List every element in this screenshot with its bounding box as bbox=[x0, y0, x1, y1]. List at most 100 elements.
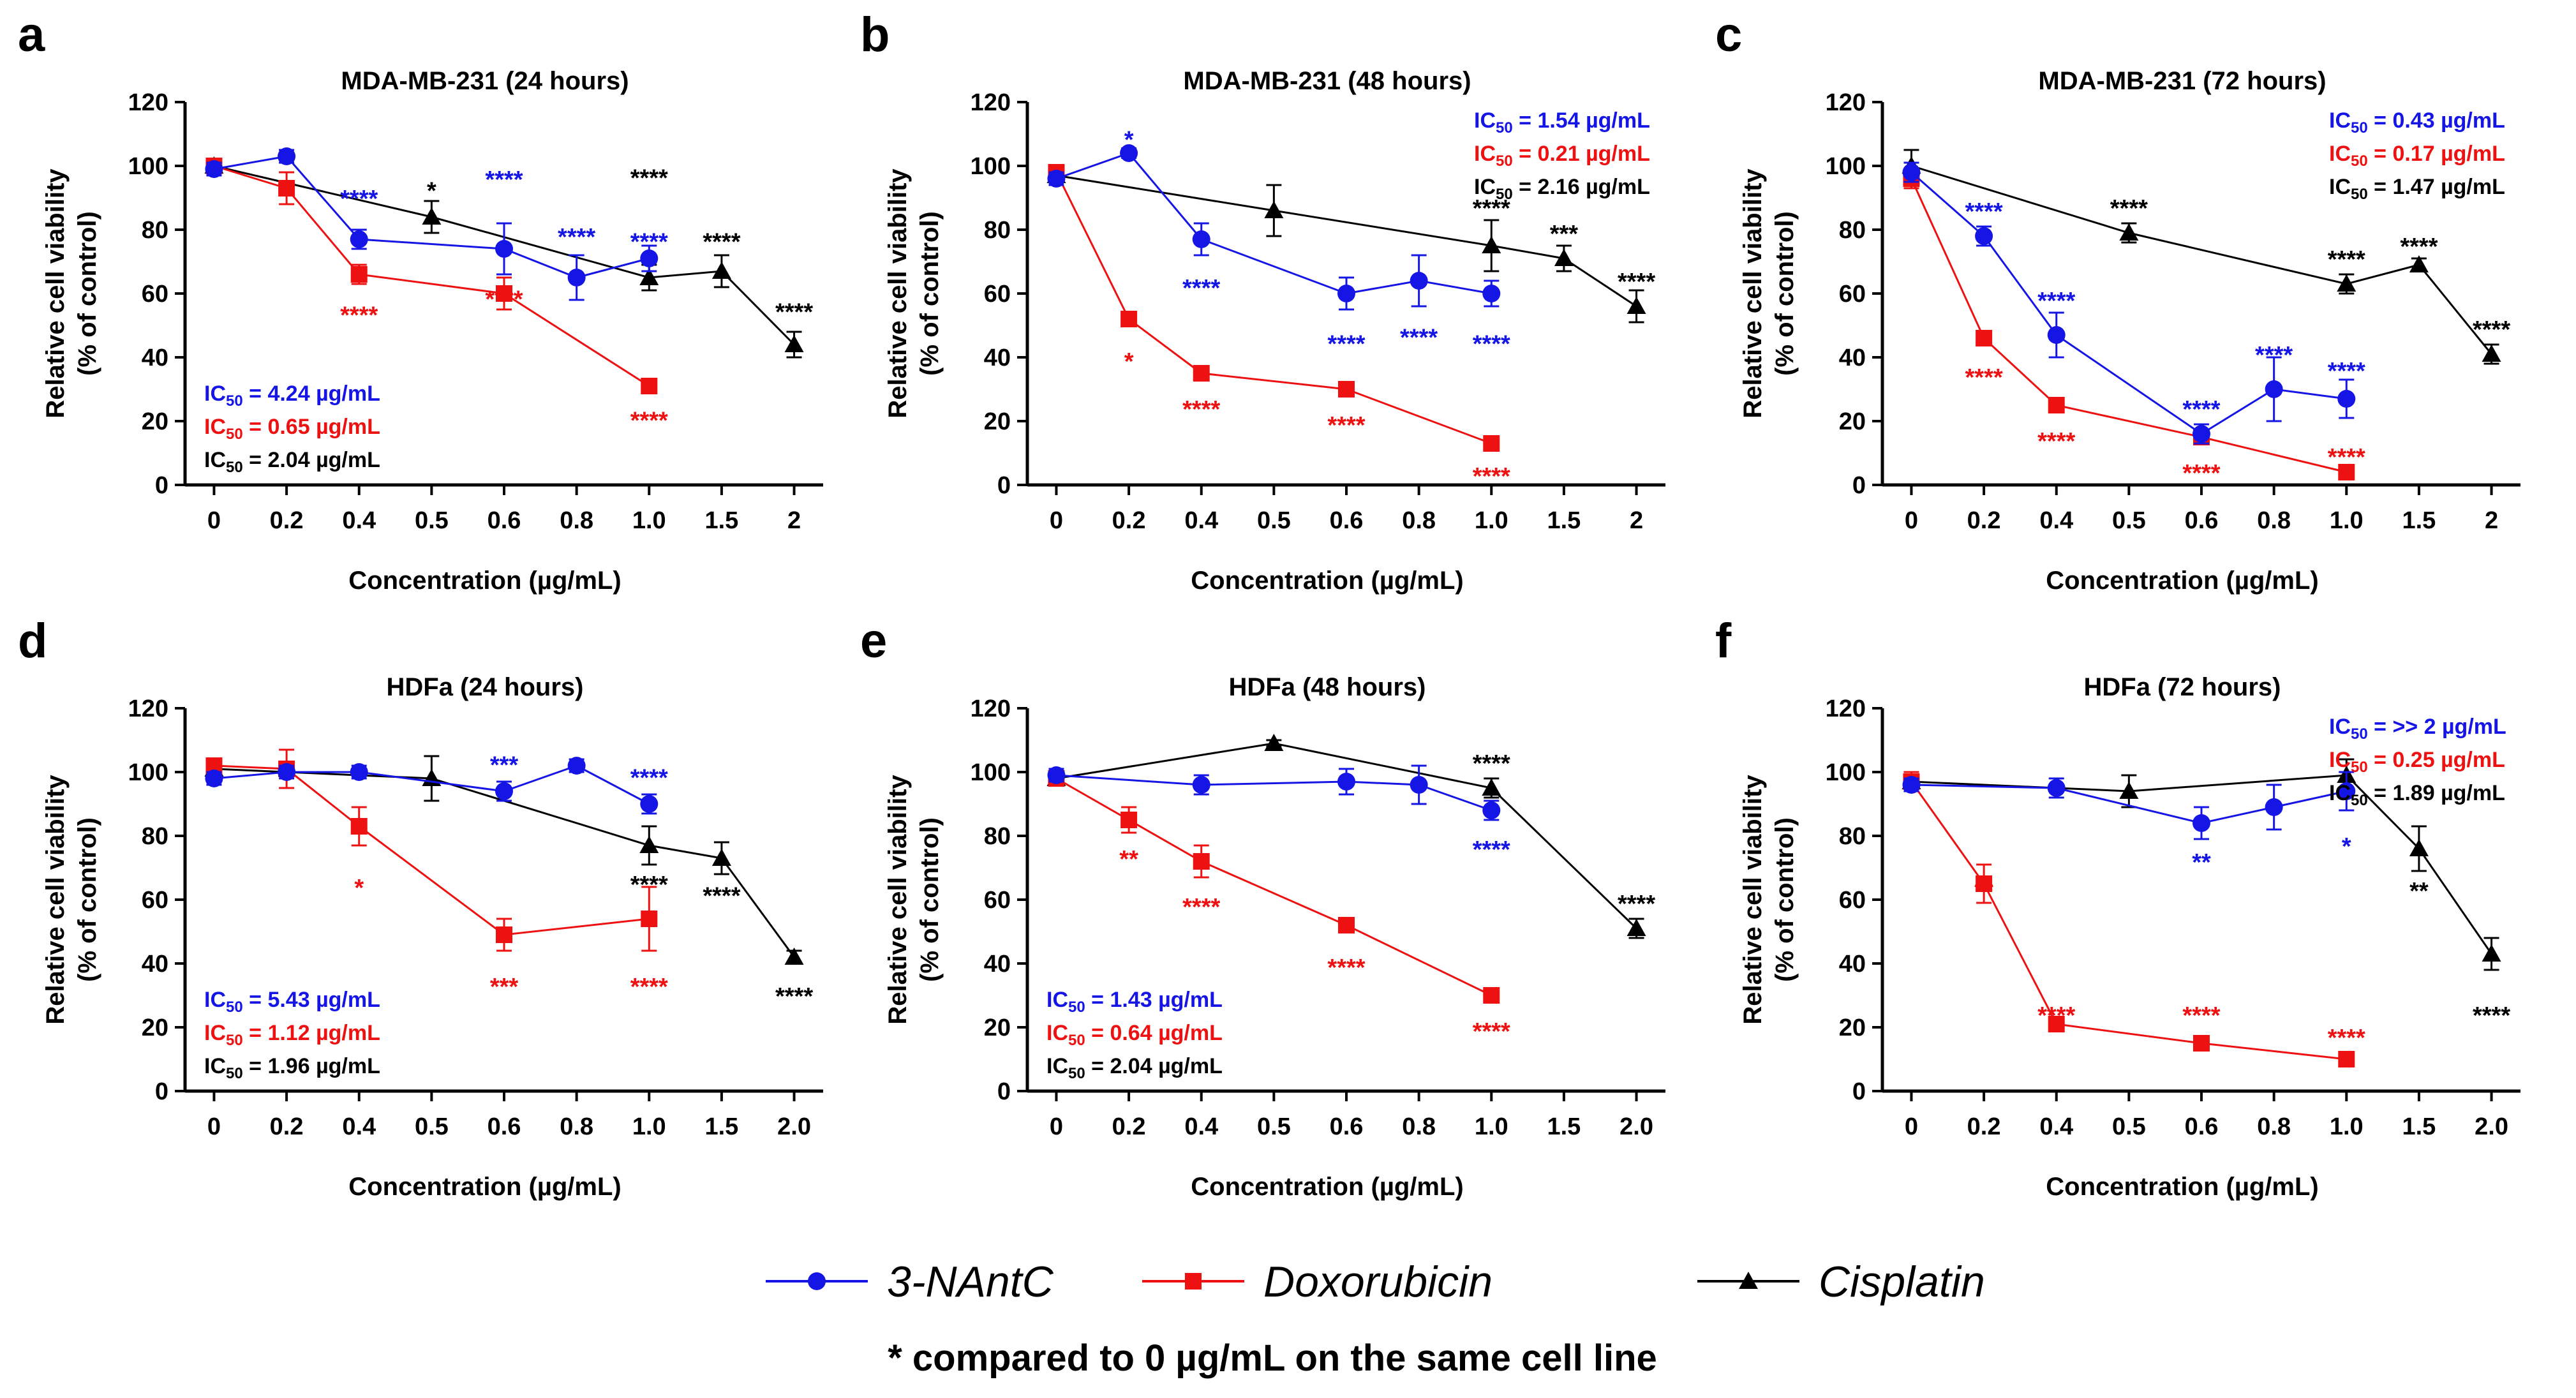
significance-nantc: **** bbox=[630, 765, 668, 792]
y-tick-label: 80 bbox=[142, 217, 168, 244]
x-tick-label: 0.8 bbox=[560, 507, 593, 534]
data-point-nantc bbox=[2193, 425, 2210, 443]
x-tick-label: 0.4 bbox=[2039, 1113, 2073, 1140]
data-point-nantc bbox=[640, 249, 659, 267]
ic50-subscript: 50 bbox=[1496, 119, 1513, 137]
ic50-prefix: IC bbox=[1046, 1054, 1068, 1078]
series-line-dox bbox=[1910, 781, 2347, 1060]
x-tick-label: 0.6 bbox=[2185, 1113, 2219, 1140]
significance-nantc: **** bbox=[2255, 342, 2293, 369]
y-tick-label: 20 bbox=[984, 1015, 1011, 1041]
data-point-dox bbox=[1193, 853, 1210, 870]
ic50-prefix: IC bbox=[2329, 175, 2351, 199]
significance-cis: **** bbox=[1473, 195, 1510, 222]
significance-cis: ** bbox=[2409, 878, 2429, 905]
ic50-value: 1.47 µg/mL bbox=[2392, 175, 2505, 199]
panel-title: MDA-MB-231 (72 hours) bbox=[2038, 67, 2326, 95]
significance-cis: **** bbox=[2473, 316, 2510, 343]
significance-dox: * bbox=[354, 875, 364, 902]
significance-cis: **** bbox=[2110, 195, 2148, 222]
y-tick-label: 100 bbox=[1826, 759, 1866, 786]
y-axis-title: Relative cell viability (% of control) bbox=[1739, 168, 1799, 419]
series-line-nantc bbox=[214, 764, 650, 805]
data-point-cis bbox=[2119, 782, 2139, 799]
x-axis-title: Concentration (µg/mL) bbox=[348, 1173, 621, 1201]
x-tick-label: 0.5 bbox=[415, 1113, 449, 1140]
legend-label: Doxorubicin bbox=[1263, 1258, 1493, 1306]
data-point-nantc bbox=[205, 770, 223, 787]
x-tick-label: 0 bbox=[1050, 1113, 1063, 1140]
x-tick-label: 0 bbox=[207, 1113, 221, 1140]
ic50-prefix: IC bbox=[2329, 748, 2351, 772]
ic50-equals: = bbox=[2368, 142, 2393, 166]
significance-dox: **** bbox=[1327, 955, 1365, 981]
ic50-equals: = bbox=[243, 1021, 268, 1045]
data-point-dox bbox=[1483, 435, 1500, 452]
significance-cis: **** bbox=[2473, 1002, 2510, 1029]
data-point-nantc bbox=[2047, 779, 2066, 797]
data-point-nantc bbox=[1192, 230, 1210, 248]
data-point-dox bbox=[1483, 987, 1500, 1004]
x-tick-label: 0 bbox=[1905, 507, 1918, 534]
y-tick-label: 0 bbox=[997, 1078, 1011, 1105]
ic50-subscript: 50 bbox=[2351, 152, 2368, 170]
panel-letter: e bbox=[860, 614, 887, 668]
significance-cis: * bbox=[427, 178, 436, 205]
data-point-cis bbox=[711, 262, 731, 279]
data-point-cis bbox=[784, 948, 804, 965]
ic50-prefix: IC bbox=[204, 448, 226, 472]
x-tick-label: 1.5 bbox=[2402, 1113, 2436, 1140]
significance-nantc: **** bbox=[1965, 198, 2003, 225]
significance-nantc: **** bbox=[2182, 396, 2220, 423]
data-point-nantc bbox=[350, 230, 368, 248]
y-tick-label: 80 bbox=[1839, 217, 1866, 244]
ic50-subscript: 50 bbox=[2351, 759, 2368, 776]
y-tick-label: 40 bbox=[1839, 345, 1866, 371]
ic50-equals: = bbox=[243, 415, 268, 439]
data-point-cis bbox=[1554, 249, 1574, 266]
x-tick-label: 0.5 bbox=[2112, 507, 2146, 534]
significance-cis: *** bbox=[1550, 221, 1579, 248]
significance-dox: **** bbox=[630, 408, 668, 435]
x-tick-label: 0.6 bbox=[488, 1113, 521, 1140]
y-tick-label: 40 bbox=[1839, 951, 1866, 978]
significance-dox: **** bbox=[2182, 1002, 2220, 1029]
significance-cis: **** bbox=[775, 983, 813, 1010]
data-point-nantc bbox=[278, 763, 296, 781]
y-tick-label: 120 bbox=[1826, 695, 1866, 722]
ic50-cis: IC50 = 2.04 µg/mL bbox=[1046, 1054, 1223, 1082]
data-point-nantc bbox=[2193, 814, 2210, 832]
ic50-subscript: 50 bbox=[2351, 725, 2368, 743]
data-point-nantc bbox=[2047, 326, 2066, 344]
y-axis-title-line-2: (% of control) bbox=[73, 817, 101, 982]
y-tick-label: 60 bbox=[984, 887, 1011, 914]
ic50-subscript: 50 bbox=[1496, 152, 1513, 170]
x-tick-label: 0 bbox=[207, 507, 221, 534]
x-tick-label: 0.8 bbox=[1402, 507, 1436, 534]
y-axis-title-line-1: Relative cell viability bbox=[1739, 168, 1767, 419]
x-tick-label: 0.6 bbox=[1330, 507, 1364, 534]
ic50-subscript: 50 bbox=[2351, 119, 2368, 137]
panel-e: e HDFa (48 hours) 0 20 40 60 80 100 120 0 0.2 0.4 0.… bbox=[860, 614, 1665, 1201]
significance-dox: **** bbox=[1182, 894, 1220, 921]
series-nantc bbox=[205, 757, 659, 815]
x-tick-label: 1.0 bbox=[1475, 507, 1508, 534]
x-axis-title: Concentration (µg/mL) bbox=[1191, 567, 1463, 595]
significance-nantc: **** bbox=[1182, 275, 1220, 302]
data-point-nantc bbox=[1975, 227, 1993, 245]
y-axis-title-line-2: (% of control) bbox=[916, 211, 944, 376]
ic50-subscript: 50 bbox=[2351, 186, 2368, 203]
y-tick-label: 40 bbox=[984, 951, 1011, 978]
panel-letter: d bbox=[18, 614, 47, 668]
significance-nantc: **** bbox=[1400, 325, 1438, 352]
panel-title: HDFa (48 hours) bbox=[1229, 673, 1426, 701]
ic50-prefix: IC bbox=[204, 1021, 226, 1045]
x-tick-label: 1.0 bbox=[632, 507, 666, 534]
y-axis-title: Relative cell viability (% of control) bbox=[41, 775, 101, 1025]
data-point-cis bbox=[639, 836, 659, 853]
legend-label: 3-NAntC bbox=[887, 1258, 1054, 1306]
panel-letter: c bbox=[1715, 8, 1742, 62]
x-tick-label: 2.0 bbox=[2475, 1113, 2508, 1140]
data-point-cis bbox=[2119, 223, 2139, 241]
y-tick-label: 80 bbox=[1839, 823, 1866, 850]
